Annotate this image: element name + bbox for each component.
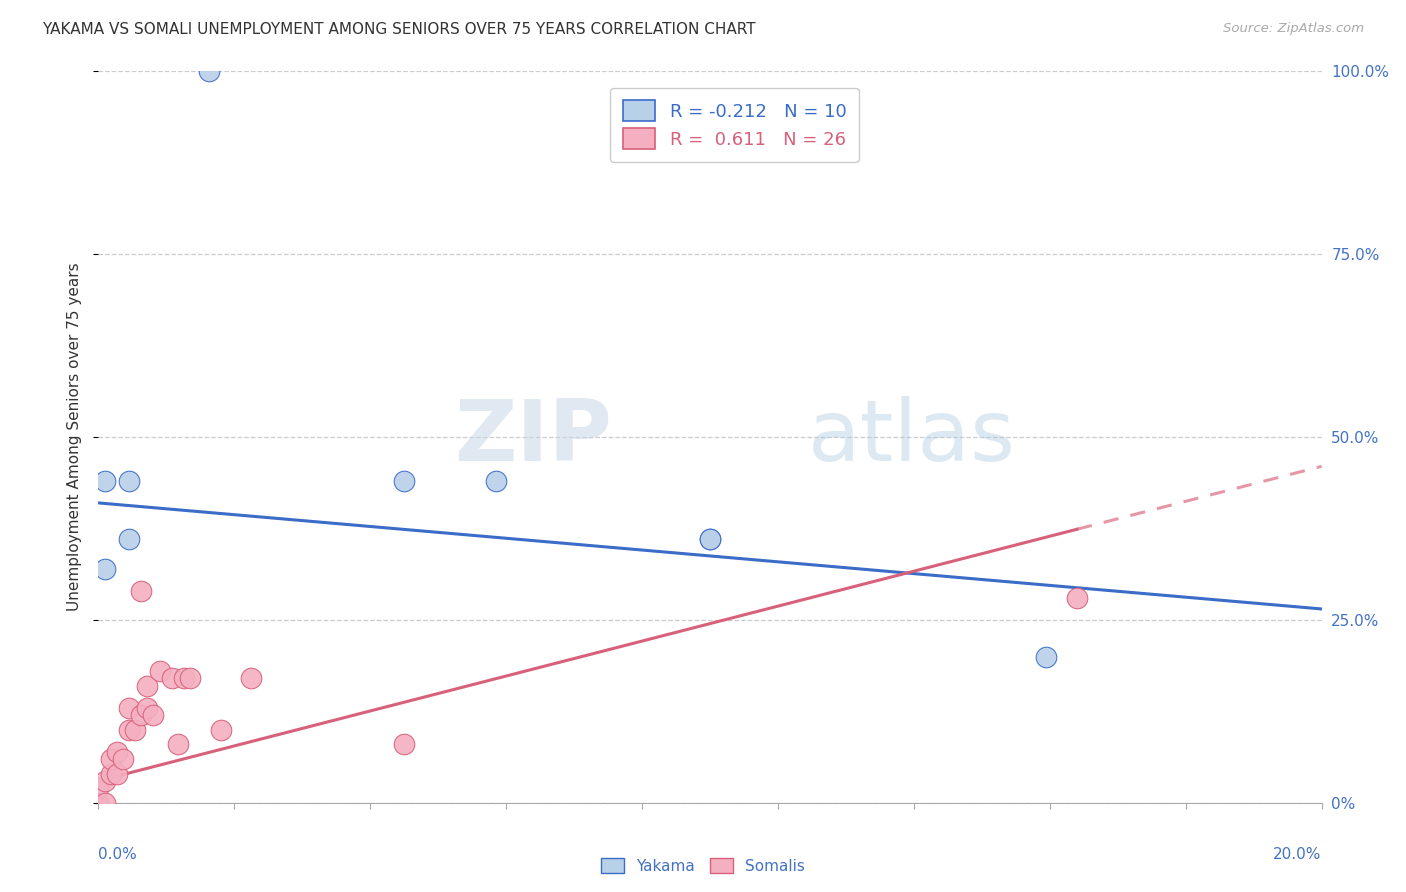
Point [167,737,190,751]
Point [1035,649,1057,664]
Legend: Yakama, Somalis: Yakama, Somalis [595,852,811,880]
Point [118,700,141,714]
Point [179,672,201,686]
Point [173,672,195,686]
Point [105,745,128,759]
Text: YAKAMA VS SOMALI UNEMPLOYMENT AMONG SENIORS OVER 75 YEARS CORRELATION CHART: YAKAMA VS SOMALI UNEMPLOYMENT AMONG SENI… [42,22,756,37]
Text: atlas: atlas [808,395,1017,479]
Text: Source: ZipAtlas.com: Source: ZipAtlas.com [1223,22,1364,36]
Text: ZIP: ZIP [454,395,612,479]
Text: 20.0%: 20.0% [1274,847,1322,862]
Point [485,474,508,488]
Point [87,781,110,796]
Point [93,773,115,788]
Point [699,533,721,547]
Point [197,64,219,78]
Point [136,700,159,714]
Point [160,672,183,686]
Point [699,533,721,547]
Point [93,796,115,810]
Point [392,474,416,488]
Point [142,708,165,723]
Point [129,583,152,598]
Point [93,474,115,488]
Point [136,679,159,693]
Point [87,796,110,810]
Point [118,723,141,737]
Point [392,737,416,751]
Point [93,562,115,576]
Point [100,766,122,780]
Point [118,474,141,488]
Text: 0.0%: 0.0% [98,847,138,862]
Point [124,723,146,737]
Point [240,672,263,686]
Point [129,708,152,723]
Point [149,664,172,678]
Point [209,723,232,737]
Point [1066,591,1088,605]
Point [118,533,141,547]
Point [111,752,134,766]
Y-axis label: Unemployment Among Seniors over 75 years: Unemployment Among Seniors over 75 years [67,263,83,611]
Legend: R = -0.212   N = 10, R =  0.611   N = 26: R = -0.212 N = 10, R = 0.611 N = 26 [610,87,859,162]
Point [105,766,128,780]
Point [100,752,122,766]
